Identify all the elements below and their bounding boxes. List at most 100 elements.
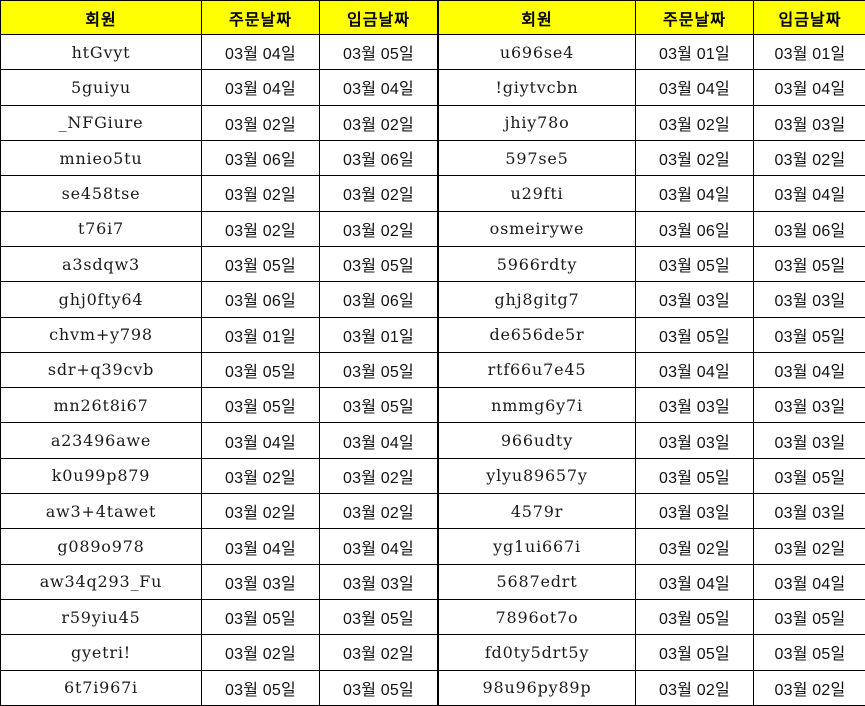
cell-order-date[interactable]: 03월 05일 — [635, 245, 754, 283]
cell-order-date[interactable]: 03월 03일 — [635, 387, 754, 424]
cell-order-date[interactable]: 03월 05일 — [201, 669, 320, 706]
cell-payment-date[interactable]: 03월 03일 — [753, 104, 865, 141]
cell-payment-date[interactable]: 03월 05일 — [753, 457, 865, 495]
cell-order-date[interactable]: 03월 02일 — [201, 210, 320, 247]
cell-order-date[interactable]: 03월 02일 — [635, 528, 754, 565]
cell-payment-date[interactable]: 03월 02일 — [753, 139, 865, 177]
cell-payment-date[interactable]: 03월 04일 — [753, 175, 865, 212]
cell-payment-date[interactable]: 03월 01일 — [319, 316, 438, 353]
cell-member[interactable]: de656de5r — [438, 316, 636, 353]
cell-order-date[interactable]: 03월 02일 — [201, 493, 320, 530]
cell-member[interactable]: _NFGiure — [0, 104, 202, 141]
cell-payment-date[interactable]: 03월 03일 — [753, 422, 865, 459]
cell-order-date[interactable]: 03월 04일 — [201, 33, 320, 71]
cell-order-date[interactable]: 03월 06일 — [635, 210, 754, 247]
cell-member[interactable]: rtf66u7e45 — [438, 351, 636, 389]
cell-member[interactable]: 5966rdty — [438, 245, 636, 283]
cell-member[interactable]: !giytvcbn — [438, 69, 636, 106]
column-header-payment-date[interactable]: 입금날짜 — [753, 0, 865, 35]
cell-payment-date[interactable]: 03월 04일 — [753, 351, 865, 389]
cell-member[interactable]: t76i7 — [0, 210, 202, 247]
cell-order-date[interactable]: 03월 04일 — [635, 351, 754, 389]
cell-member[interactable]: mnieo5tu — [0, 139, 202, 177]
cell-member[interactable]: 5guiyu — [0, 69, 202, 106]
cell-payment-date[interactable]: 03월 05일 — [753, 245, 865, 283]
cell-payment-date[interactable]: 03월 05일 — [319, 245, 438, 283]
cell-member[interactable]: jhiy78o — [438, 104, 636, 141]
cell-payment-date[interactable]: 03월 04일 — [753, 69, 865, 106]
cell-payment-date[interactable]: 03월 05일 — [753, 634, 865, 671]
cell-payment-date[interactable]: 03월 05일 — [319, 669, 438, 706]
cell-member[interactable]: nmmg6y7i — [438, 387, 636, 424]
cell-order-date[interactable]: 03월 02일 — [635, 104, 754, 141]
cell-member[interactable]: htGvyt — [0, 33, 202, 71]
cell-member[interactable]: a23496awe — [0, 422, 202, 459]
cell-member[interactable]: aw34q293_Fu — [0, 563, 202, 601]
cell-member[interactable]: u696se4 — [438, 33, 636, 71]
cell-payment-date[interactable]: 03월 02일 — [319, 493, 438, 530]
cell-payment-date[interactable]: 03월 03일 — [753, 493, 865, 530]
cell-payment-date[interactable]: 03월 04일 — [319, 422, 438, 459]
cell-order-date[interactable]: 03월 03일 — [635, 422, 754, 459]
cell-order-date[interactable]: 03월 02일 — [201, 104, 320, 141]
cell-order-date[interactable]: 03월 05일 — [635, 316, 754, 353]
cell-member[interactable]: ylyu89657y — [438, 457, 636, 495]
cell-order-date[interactable]: 03월 05일 — [201, 351, 320, 389]
cell-order-date[interactable]: 03월 05일 — [201, 245, 320, 283]
cell-order-date[interactable]: 03월 06일 — [201, 281, 320, 318]
cell-payment-date[interactable]: 03월 04일 — [753, 563, 865, 601]
cell-member[interactable]: mn26t8i67 — [0, 387, 202, 424]
cell-order-date[interactable]: 03월 05일 — [201, 598, 320, 636]
cell-member[interactable]: 6t7i967i — [0, 669, 202, 706]
cell-order-date[interactable]: 03월 02일 — [201, 175, 320, 212]
cell-payment-date[interactable]: 03월 05일 — [319, 33, 438, 71]
cell-payment-date[interactable]: 03월 01일 — [753, 33, 865, 71]
cell-order-date[interactable]: 03월 05일 — [635, 457, 754, 495]
cell-member[interactable]: yg1ui667i — [438, 528, 636, 565]
cell-payment-date[interactable]: 03월 05일 — [319, 351, 438, 389]
cell-member[interactable]: g089o978 — [0, 528, 202, 565]
cell-member[interactable]: a3sdqw3 — [0, 245, 202, 283]
cell-payment-date[interactable]: 03월 06일 — [319, 139, 438, 177]
column-header-member[interactable]: 회원 — [438, 0, 636, 35]
cell-order-date[interactable]: 03월 04일 — [635, 69, 754, 106]
cell-order-date[interactable]: 03월 03일 — [635, 493, 754, 530]
cell-payment-date[interactable]: 03월 05일 — [319, 387, 438, 424]
cell-payment-date[interactable]: 03월 05일 — [753, 598, 865, 636]
cell-order-date[interactable]: 03월 05일 — [201, 387, 320, 424]
cell-member[interactable]: u29fti — [438, 175, 636, 212]
cell-payment-date[interactable]: 03월 02일 — [319, 104, 438, 141]
cell-member[interactable]: gyetri! — [0, 634, 202, 671]
cell-member[interactable]: 5687edrt — [438, 563, 636, 601]
cell-order-date[interactable]: 03월 04일 — [201, 69, 320, 106]
cell-payment-date[interactable]: 03월 02일 — [319, 210, 438, 247]
cell-payment-date[interactable]: 03월 06일 — [753, 210, 865, 247]
cell-payment-date[interactable]: 03월 02일 — [753, 669, 865, 706]
cell-member[interactable]: 597se5 — [438, 139, 636, 177]
cell-member[interactable]: 4579r — [438, 493, 636, 530]
column-header-payment-date[interactable]: 입금날짜 — [319, 0, 438, 35]
cell-member[interactable]: chvm+y798 — [0, 316, 202, 353]
cell-payment-date[interactable]: 03월 03일 — [753, 387, 865, 424]
cell-member[interactable]: 966udty — [438, 422, 636, 459]
cell-payment-date[interactable]: 03월 02일 — [319, 175, 438, 212]
cell-payment-date[interactable]: 03월 05일 — [753, 316, 865, 353]
cell-order-date[interactable]: 03월 06일 — [201, 139, 320, 177]
cell-payment-date[interactable]: 03월 04일 — [319, 69, 438, 106]
cell-payment-date[interactable]: 03월 02일 — [753, 528, 865, 565]
cell-order-date[interactable]: 03월 01일 — [635, 33, 754, 71]
cell-member[interactable]: aw3+4tawet — [0, 493, 202, 530]
cell-order-date[interactable]: 03월 04일 — [635, 563, 754, 601]
cell-order-date[interactable]: 03월 02일 — [635, 139, 754, 177]
cell-member[interactable]: fd0ty5drt5y — [438, 634, 636, 671]
cell-order-date[interactable]: 03월 03일 — [635, 281, 754, 318]
cell-payment-date[interactable]: 03월 06일 — [319, 281, 438, 318]
cell-payment-date[interactable]: 03월 04일 — [319, 528, 438, 565]
cell-order-date[interactable]: 03월 02일 — [635, 669, 754, 706]
cell-member[interactable]: se458tse — [0, 175, 202, 212]
cell-order-date[interactable]: 03월 03일 — [201, 563, 320, 601]
cell-member[interactable]: osmeirywe — [438, 210, 636, 247]
cell-payment-date[interactable]: 03월 03일 — [753, 281, 865, 318]
cell-member[interactable]: k0u99p879 — [0, 457, 202, 495]
cell-payment-date[interactable]: 03월 02일 — [319, 457, 438, 495]
